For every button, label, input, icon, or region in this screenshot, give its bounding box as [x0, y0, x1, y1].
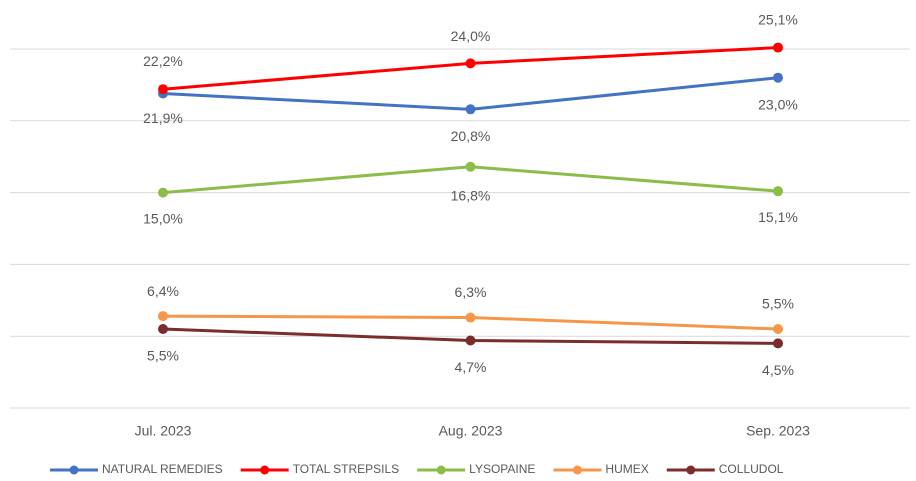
data-label: 23,0% [758, 96, 798, 112]
data-label: 5,5% [762, 296, 794, 312]
point [158, 84, 168, 95]
legend-item: TOTAL STREPSILS [240, 462, 399, 476]
legend-label: HUMEX [605, 462, 648, 476]
legend-label: NATURAL REMEDIES [102, 462, 223, 476]
data-label: 21,9% [143, 110, 183, 126]
point [158, 311, 168, 322]
point [773, 338, 783, 349]
data-label: 15,0% [143, 210, 183, 226]
data-label: 4,7% [455, 359, 487, 375]
legend-item: COLLUDOL [666, 462, 784, 476]
x-tick-label: Sep. 2023 [746, 423, 810, 439]
data-label: 6,4% [147, 283, 179, 299]
legend-label: COLLUDOL [719, 462, 784, 476]
legend-label: LYSOPAINE [469, 462, 535, 476]
series-line [162, 46, 779, 91]
point [465, 104, 476, 115]
data-label: 16,8% [451, 187, 491, 203]
data-label: 6,3% [455, 284, 487, 300]
data-label: 5,5% [147, 348, 179, 364]
point [773, 186, 783, 197]
point [158, 324, 168, 335]
legend-marker [686, 465, 696, 475]
x-tick-label: Aug. 2023 [439, 423, 503, 439]
point [773, 42, 783, 53]
legend-marker [436, 465, 446, 475]
point [465, 312, 476, 323]
point [465, 161, 476, 172]
data-label: 24,0% [451, 28, 491, 44]
data-label: 22,2% [143, 53, 183, 69]
legend-item: LYSOPAINE [417, 462, 535, 476]
legend-label: TOTAL STREPSILS [293, 462, 399, 476]
point [158, 187, 168, 198]
data-label: 15,1% [758, 209, 798, 225]
legend-item: NATURAL REMEDIES [50, 462, 223, 476]
point [773, 72, 783, 83]
point [465, 58, 476, 69]
legend-marker [260, 465, 270, 475]
data-label: 4,5% [762, 362, 794, 378]
data-label: 20,8% [451, 128, 491, 144]
point [465, 335, 476, 346]
legend-marker [69, 465, 79, 475]
legend-item: HUMEX [553, 462, 649, 476]
data-label: 25,1% [758, 11, 798, 27]
legend-marker [572, 465, 582, 475]
legend: NATURAL REMEDIES TOTAL STREPSILS LYSOPAINE… [50, 462, 784, 476]
x-tick-label: Jul. 2023 [135, 423, 192, 439]
point [773, 324, 783, 335]
